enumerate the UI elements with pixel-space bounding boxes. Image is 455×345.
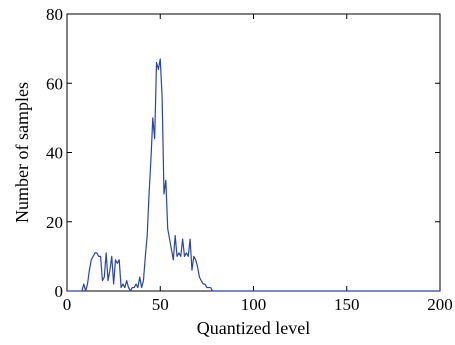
y-tick-label-4: 80	[46, 5, 63, 24]
y-tick-label-3: 60	[46, 74, 63, 93]
series-line-0	[67, 58, 440, 292]
series-layer	[67, 58, 440, 292]
y-tick-label-2: 40	[46, 144, 63, 163]
y-tick-label-0: 0	[55, 282, 64, 301]
y-axis-label: Number of samples	[12, 82, 32, 223]
plot-frame	[66, 13, 441, 292]
x-tick-label-4: 200	[427, 295, 453, 314]
x-tick-label-3: 150	[334, 295, 360, 314]
x-axis-label: Quantized level	[197, 318, 310, 338]
tick-labels: 0 50 100 150 200 0 20 40 60 80	[46, 5, 453, 314]
x-tick-label-0: 0	[63, 295, 72, 314]
x-tick-label-2: 100	[241, 295, 267, 314]
x-tick-label-1: 50	[152, 295, 169, 314]
axis-ticks	[66, 13, 441, 292]
plot-area-border	[66, 13, 441, 292]
y-tick-label-1: 20	[46, 213, 63, 232]
